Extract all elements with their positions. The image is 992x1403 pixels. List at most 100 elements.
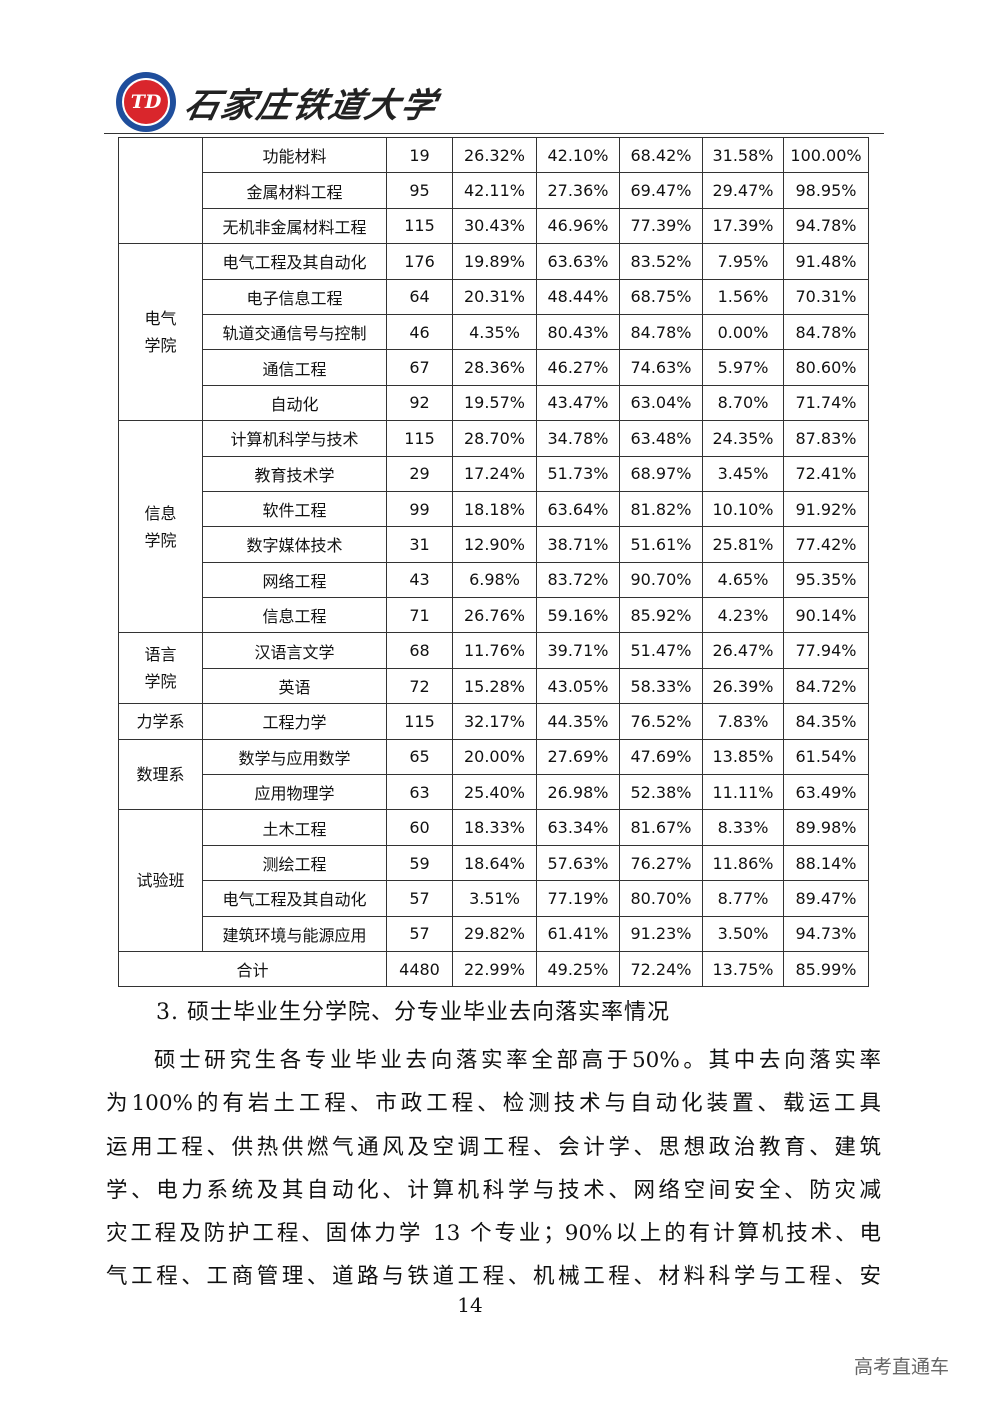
rate-cell: 4.23% xyxy=(702,597,784,634)
graduates-cell: 57 xyxy=(386,880,453,917)
rate-cell: 17.39% xyxy=(702,207,784,245)
total-rate-cell: 84.78% xyxy=(783,313,869,351)
rate-cell: 58.33% xyxy=(619,667,703,705)
rate-cell: 68.42% xyxy=(619,136,703,174)
total-rate-cell: 94.78% xyxy=(783,207,869,245)
rate-cell: 83.52% xyxy=(619,243,703,280)
rate-cell: 47.69% xyxy=(619,738,703,776)
major-cell: 网络工程 xyxy=(202,561,387,599)
rate-cell: 80.43% xyxy=(536,313,620,351)
rate-cell: 11.76% xyxy=(452,632,537,669)
rate-cell: 8.33% xyxy=(702,809,784,846)
total-value-cell: 85.99% xyxy=(783,950,869,988)
graduates-cell: 57 xyxy=(386,915,453,952)
table-row: 轨道交通信号与控制 46 4.35% 80.43% 84.78% 0.00% 84.78% xyxy=(119,313,869,351)
rate-cell: 3.50% xyxy=(702,915,784,952)
rate-cell: 57.63% xyxy=(536,844,620,882)
rate-cell: 77.39% xyxy=(619,207,703,245)
graduates-cell: 71 xyxy=(386,597,453,634)
college-label: 电气 学院 xyxy=(144,309,177,356)
graduates-cell: 115 xyxy=(386,207,453,245)
rate-cell: 61.41% xyxy=(536,915,620,952)
total-rate-cell: 94.73% xyxy=(783,915,869,952)
table-row: 自动化 92 19.57% 43.47% 63.04% 8.70% 71.74% xyxy=(119,384,869,422)
total-value-cell: 4480 xyxy=(386,950,453,988)
rate-cell: 7.95% xyxy=(702,243,784,280)
total-rate-cell: 80.60% xyxy=(783,349,869,386)
major-cell: 数学与应用数学 xyxy=(202,738,387,776)
major-cell: 数字媒体技术 xyxy=(202,526,387,563)
rate-cell: 90.70% xyxy=(619,561,703,599)
graduates-cell: 99 xyxy=(386,490,453,528)
rate-cell: 10.10% xyxy=(702,490,784,528)
total-rate-cell: 95.35% xyxy=(783,561,869,599)
rate-cell: 91.23% xyxy=(619,915,703,952)
graduates-cell: 92 xyxy=(386,384,453,422)
university-name-logo: 石家庄铁道大学 xyxy=(181,86,442,126)
rate-cell: 74.63% xyxy=(619,349,703,386)
rate-cell: 24.35% xyxy=(702,420,784,457)
graduates-cell: 43 xyxy=(386,561,453,599)
major-cell: 通信工程 xyxy=(202,349,387,386)
college-label: 信息 学院 xyxy=(144,503,177,550)
graduates-cell: 60 xyxy=(386,809,453,846)
major-cell: 无机非金属材料工程 xyxy=(202,207,387,245)
rate-cell: 26.32% xyxy=(452,136,537,174)
major-cell: 软件工程 xyxy=(202,490,387,528)
table-row: 信息 学院 计算机科学与技术 115 28.70% 34.78% 63.48% 24.35%… xyxy=(118,420,869,634)
rate-cell: 46.27% xyxy=(536,349,620,386)
major-cell: 电气工程及其自动化 xyxy=(202,880,387,917)
rate-cell: 18.64% xyxy=(452,844,537,882)
paragraph-line: 硕士研究生各专业毕业去向落实率全部高于50%。其中去向落实率 xyxy=(154,1048,881,1073)
rate-cell: 4.35% xyxy=(452,313,537,351)
total-rate-cell: 91.92% xyxy=(783,490,869,528)
college-label: 数理系 xyxy=(136,765,185,785)
graduates-cell: 29 xyxy=(386,455,453,492)
graduates-cell: 115 xyxy=(386,703,453,740)
rate-cell: 32.17% xyxy=(452,703,537,740)
table-row: 功能材料 19 26.32% 42.10% 68.42% 31.58% 100.00% xyxy=(118,136,869,245)
rate-cell: 51.61% xyxy=(619,526,703,563)
total-rate-cell: 100.00% xyxy=(783,136,869,174)
total-rate-cell: 98.95% xyxy=(783,172,869,209)
rate-cell: 11.86% xyxy=(702,844,784,882)
total-rate-cell: 70.31% xyxy=(783,278,869,315)
header-divider xyxy=(104,133,884,134)
total-rate-cell: 77.42% xyxy=(783,526,869,563)
college-cell: 信息 学院 xyxy=(118,420,203,634)
rate-cell: 19.89% xyxy=(452,243,537,280)
major-cell: 计算机科学与技术 xyxy=(202,420,387,457)
major-cell: 电气工程及其自动化 xyxy=(202,243,387,280)
university-logo: TD xyxy=(116,72,176,132)
college-cell: 数理系 xyxy=(118,738,203,811)
college-cell: 试验班 xyxy=(118,809,203,952)
rate-cell: 63.64% xyxy=(536,490,620,528)
total-value-cell: 22.99% xyxy=(452,950,537,988)
major-cell: 英语 xyxy=(202,667,387,705)
graduates-cell: 19 xyxy=(386,136,453,174)
rate-cell: 28.36% xyxy=(452,349,537,386)
total-rate-cell: 89.98% xyxy=(783,809,869,846)
table-row: 电子信息工程 64 20.31% 48.44% 68.75% 1.56% 70.31% xyxy=(119,278,869,315)
rate-cell: 68.97% xyxy=(619,455,703,492)
total-label: 合计 xyxy=(118,950,387,988)
rate-cell: 59.16% xyxy=(536,597,620,634)
rate-cell: 76.27% xyxy=(619,844,703,882)
paragraph-line: 为100%的有岩土工程、市政工程、检测技术与自动化装置、载运工具 xyxy=(106,1091,881,1117)
college-label: 语言 学院 xyxy=(144,645,177,692)
watermark: 高考直通车 xyxy=(854,1356,950,1378)
major-cell: 应用物理学 xyxy=(202,774,387,811)
total-value-cell: 13.75% xyxy=(702,950,784,988)
rate-cell: 0.00% xyxy=(702,313,784,351)
rate-cell: 25.81% xyxy=(702,526,784,563)
major-cell: 轨道交通信号与控制 xyxy=(202,313,387,351)
rate-cell: 6.98% xyxy=(452,561,537,599)
page-number: 14 xyxy=(457,1293,483,1317)
rate-cell: 5.97% xyxy=(702,349,784,386)
rate-cell: 81.82% xyxy=(619,490,703,528)
rate-cell: 8.70% xyxy=(702,384,784,422)
rate-cell: 20.00% xyxy=(452,738,537,776)
rate-cell: 46.96% xyxy=(536,207,620,245)
major-cell: 金属材料工程 xyxy=(202,172,387,209)
rate-cell: 30.43% xyxy=(452,207,537,245)
